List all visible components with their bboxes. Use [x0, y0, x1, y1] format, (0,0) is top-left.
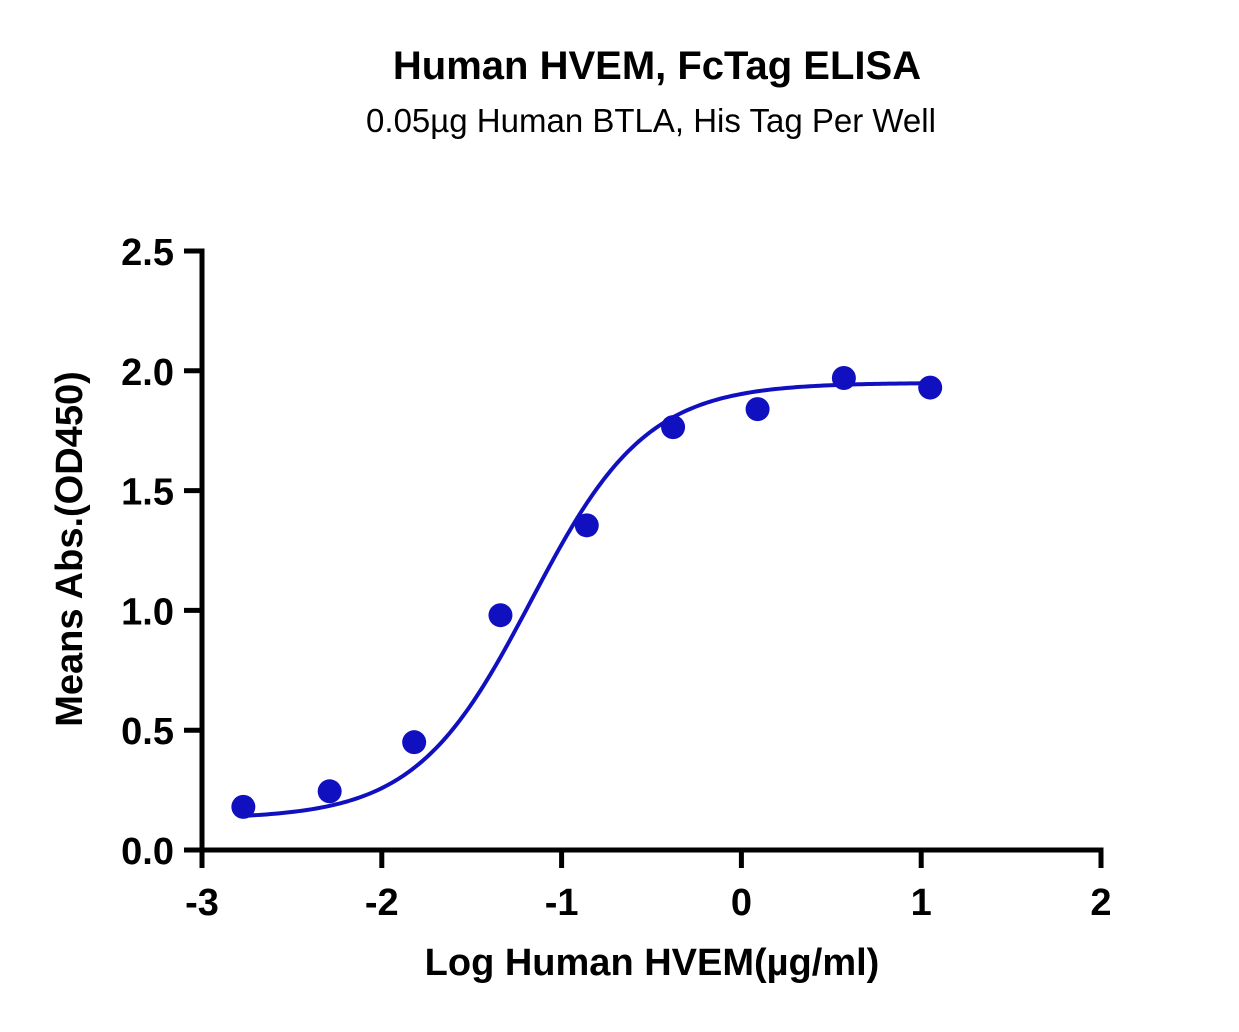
data-point — [918, 375, 943, 400]
data-points-layer — [231, 365, 943, 819]
x-tick-label: -3 — [185, 882, 219, 924]
x-tick-label: 2 — [1090, 882, 1111, 924]
x-tick-label: -1 — [545, 882, 579, 924]
y-tick-label: 0.5 — [121, 711, 174, 753]
x-axis-label: Log Human HVEM(µg/ml) — [425, 942, 880, 984]
y-tick-label: 1.0 — [121, 591, 174, 633]
y-tick-label: 1.5 — [121, 472, 174, 514]
y-tick-label: 2.0 — [121, 352, 174, 394]
chart-subtitle: 0.05µg Human BTLA, His Tag Per Well — [366, 102, 936, 139]
x-tick-label: -2 — [365, 882, 399, 924]
y-axis-label: Means Abs.(OD450) — [49, 371, 91, 726]
x-axis: -3 -2 -1 0 1 2 — [185, 847, 1112, 924]
data-point — [831, 365, 856, 390]
data-point — [488, 603, 513, 628]
x-tick-label: 1 — [911, 882, 932, 924]
data-point — [574, 513, 599, 538]
fit-curve-layer — [243, 381, 931, 818]
y-axis: 0.0 0.5 1.0 1.5 2.0 2.5 — [121, 232, 205, 873]
chart-title: Human HVEM, FcTag ELISA — [392, 44, 922, 88]
x-tick-label: 0 — [731, 882, 752, 924]
data-point — [402, 730, 427, 755]
y-tick-label: 0.0 — [121, 831, 174, 873]
data-point — [661, 415, 686, 440]
y-tick-label: 2.5 — [121, 232, 174, 274]
data-point — [745, 397, 770, 422]
fit-curve — [243, 381, 931, 818]
data-point — [231, 794, 256, 819]
data-point — [317, 779, 342, 804]
